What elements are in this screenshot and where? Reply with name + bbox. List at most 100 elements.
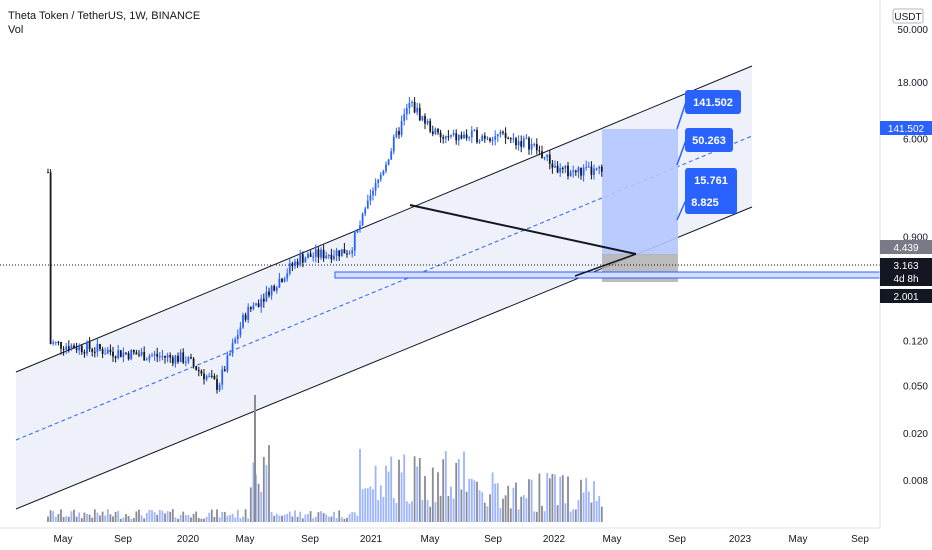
target-tag-141[interactable]: 141.502	[685, 90, 741, 114]
candle-body	[67, 346, 70, 350]
candle-body	[153, 353, 156, 356]
candle-body	[356, 229, 359, 233]
volume-bar	[491, 472, 494, 522]
volume-bar	[559, 476, 562, 522]
candle-body	[353, 232, 356, 251]
volume-bar	[372, 489, 374, 522]
volume-bar	[236, 509, 239, 522]
candle-body	[476, 130, 478, 143]
volume-bar	[96, 512, 99, 522]
volume-bar	[392, 498, 395, 522]
volume-bars-group	[47, 395, 603, 522]
volume-bar	[369, 486, 372, 522]
price-tick-label: 0.050	[903, 382, 928, 393]
candle-body	[88, 342, 91, 350]
price-tick-label: 6.000	[903, 135, 928, 146]
time-tick-label: Sep	[301, 534, 319, 545]
volume-bar	[496, 483, 499, 522]
candle-body	[543, 157, 546, 159]
candle-body	[403, 114, 406, 121]
volume-bar	[520, 496, 523, 522]
projection-box[interactable]	[602, 129, 678, 255]
volume-bar	[205, 516, 208, 522]
candle-body	[143, 351, 146, 361]
volume-bar	[70, 511, 73, 522]
time-tick-label: Sep	[484, 534, 502, 545]
candle-body	[431, 131, 434, 134]
candle-body	[520, 141, 523, 147]
time-tick-label: 2023	[729, 534, 752, 545]
volume-bar	[288, 511, 291, 522]
time-axis[interactable]: May Sep 2020 May Sep 2021 May Sep 2022 May Sep 2023…	[0, 527, 932, 550]
volume-bar	[499, 507, 502, 522]
volume-bar	[182, 511, 185, 522]
candle-body	[112, 351, 114, 357]
volume-bar	[400, 472, 403, 522]
volume-bar	[260, 491, 263, 522]
candle-body	[504, 132, 507, 139]
candle-body	[83, 352, 86, 354]
price-tick-label: 18.000	[897, 78, 928, 89]
volume-bar	[439, 495, 442, 522]
volume-bar	[257, 483, 260, 522]
currency-badge[interactable]: USDT	[894, 12, 921, 23]
candle-body	[322, 249, 325, 259]
candle-body	[281, 278, 283, 282]
candle-body	[442, 137, 445, 139]
candle-body	[325, 255, 328, 259]
triangle-lower-line[interactable]	[574, 253, 637, 277]
volume-bar	[218, 517, 221, 522]
candle-body	[569, 172, 572, 177]
volume-bar	[65, 516, 68, 522]
volume-bar	[109, 514, 112, 522]
volume-bar	[465, 491, 468, 522]
volume-bar	[252, 462, 255, 522]
triangle-upper-line[interactable]	[409, 204, 637, 255]
candle-body	[546, 154, 549, 158]
volume-bar	[299, 511, 302, 522]
volume-bar	[164, 513, 166, 522]
volume-bar	[522, 494, 525, 522]
symbol-title[interactable]: Theta Token / TetherUS, 1W, BINANCE	[8, 10, 201, 22]
volume-legend[interactable]: Vol	[8, 24, 24, 36]
candle-body	[138, 354, 140, 356]
volume-bar	[166, 511, 169, 522]
volume-bar	[156, 514, 159, 522]
candle-body	[374, 182, 377, 191]
candle-body	[452, 133, 455, 135]
time-tick-label: May	[236, 534, 255, 545]
target-tag-50[interactable]: 50.263	[685, 128, 733, 152]
volume-bar	[60, 509, 62, 522]
volume-bar	[296, 516, 299, 522]
target-tag-15-8[interactable]: 15.761 8.825	[685, 168, 737, 214]
volume-bar	[197, 517, 200, 522]
candle-body	[392, 136, 395, 152]
volume-bar	[561, 475, 564, 522]
volume-bar	[52, 511, 55, 522]
time-tick-label: May	[54, 534, 73, 545]
volume-bar	[208, 512, 211, 522]
candle-body	[346, 253, 348, 255]
candle-body	[385, 164, 387, 172]
candle-body	[57, 341, 60, 343]
candle-body	[54, 341, 57, 343]
candle-body	[561, 168, 564, 170]
support-zone[interactable]	[334, 271, 881, 279]
volume-bar	[283, 514, 286, 522]
volume-bar	[239, 518, 242, 522]
channel-upper-line[interactable]	[15, 65, 753, 373]
volume-bar	[333, 511, 335, 522]
volume-bar	[587, 491, 590, 522]
candle-body	[216, 379, 218, 390]
volume-bar	[486, 506, 489, 522]
price-tick-label: 0.120	[903, 336, 928, 347]
volume-bar	[580, 479, 582, 522]
candle-body	[174, 355, 177, 364]
volume-bar	[442, 459, 445, 522]
volume-bar	[528, 479, 530, 522]
candle-body	[60, 342, 62, 349]
price-axis[interactable]: 50.00018.0006.0000.9000.3000.1200.0500.0…	[879, 0, 932, 528]
candle-body	[122, 352, 125, 357]
candle-body	[465, 134, 468, 139]
